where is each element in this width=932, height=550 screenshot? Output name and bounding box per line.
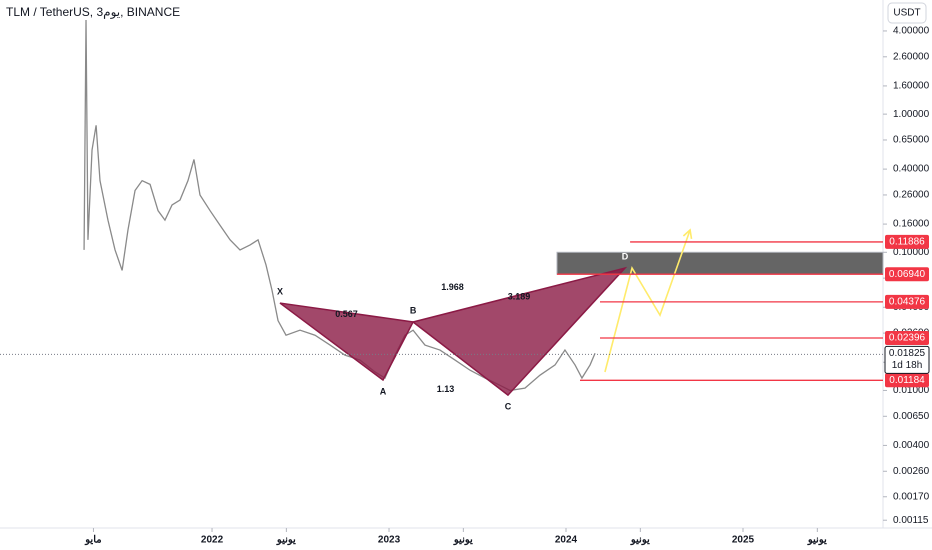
zone-box [556,251,884,275]
pattern-point-label: D [622,251,629,261]
y-tick-label: 0.10000 [893,247,930,258]
x-tick-label: 2024 [555,535,578,546]
x-tick-label: 2022 [201,535,224,546]
y-tick-label: 2.60000 [893,51,930,62]
level-price-box [885,234,929,249]
level-price-box [885,373,929,388]
pattern-ratio: 0.567 [335,309,358,319]
projection-path [604,229,691,373]
y-tick-label: 0.01000 [893,385,930,396]
x-tick-label: يونيو [630,535,650,546]
x-tick-label: 2023 [378,535,401,546]
current-price-box [884,345,930,374]
y-tick-label: 0.00400 [893,440,930,451]
pattern-ratio: 3.189 [508,291,531,301]
x-tick-label: يونيو [807,535,827,546]
level-price-label: 0.06940 [889,269,926,280]
x-tick-label: يونيو [276,535,296,546]
y-tick-label: 0.00170 [893,491,930,502]
pattern-point-label: X [277,286,283,296]
pattern-point-label: C [505,401,512,411]
y-tick-label: 0.00650 [893,411,930,422]
pattern-ratio: 1.968 [441,282,464,292]
level-price-box [885,294,929,309]
y-tick-label: 1.00000 [893,109,930,120]
pattern-triangle [411,266,628,397]
pattern-point-label: B [410,305,417,315]
y-tick-label: 4.00000 [893,26,930,37]
y-tick-label: 0.65000 [893,135,930,146]
level-price-label: 0.11886 [889,237,925,248]
pattern-ratio: 1.13 [437,384,455,394]
chart-title: TLM / TetherUS, 3يوم, BINANCE [6,5,180,19]
y-tick-label: 0.26000 [893,190,930,201]
y-tick-label: 0.16000 [893,219,930,230]
level-price-box [885,267,929,282]
x-tick-label: يونيو [453,535,473,546]
current-price-label: 0.01825 [889,348,926,359]
countdown-label: 1d 18h [892,360,923,371]
pattern-triangle [279,302,415,382]
y-tick-label: 0.40000 [893,164,930,175]
level-price-label: 0.04376 [889,297,926,308]
currency-label[interactable]: USDT [893,8,920,19]
level-price-label: 0.02396 [889,333,926,344]
y-tick-label: 1.60000 [893,81,930,92]
y-tick-label: 0.00260 [893,466,930,477]
x-tick-label: مايو [84,535,101,546]
level-price-label: 0.01184 [889,375,925,386]
currency-button[interactable] [887,2,927,24]
x-tick-label: 2025 [732,535,755,546]
level-price-box [885,331,929,346]
projection-arrowhead [682,228,693,240]
y-tick-label: 0.00115 [893,515,929,526]
pattern-point-label: A [380,386,387,396]
